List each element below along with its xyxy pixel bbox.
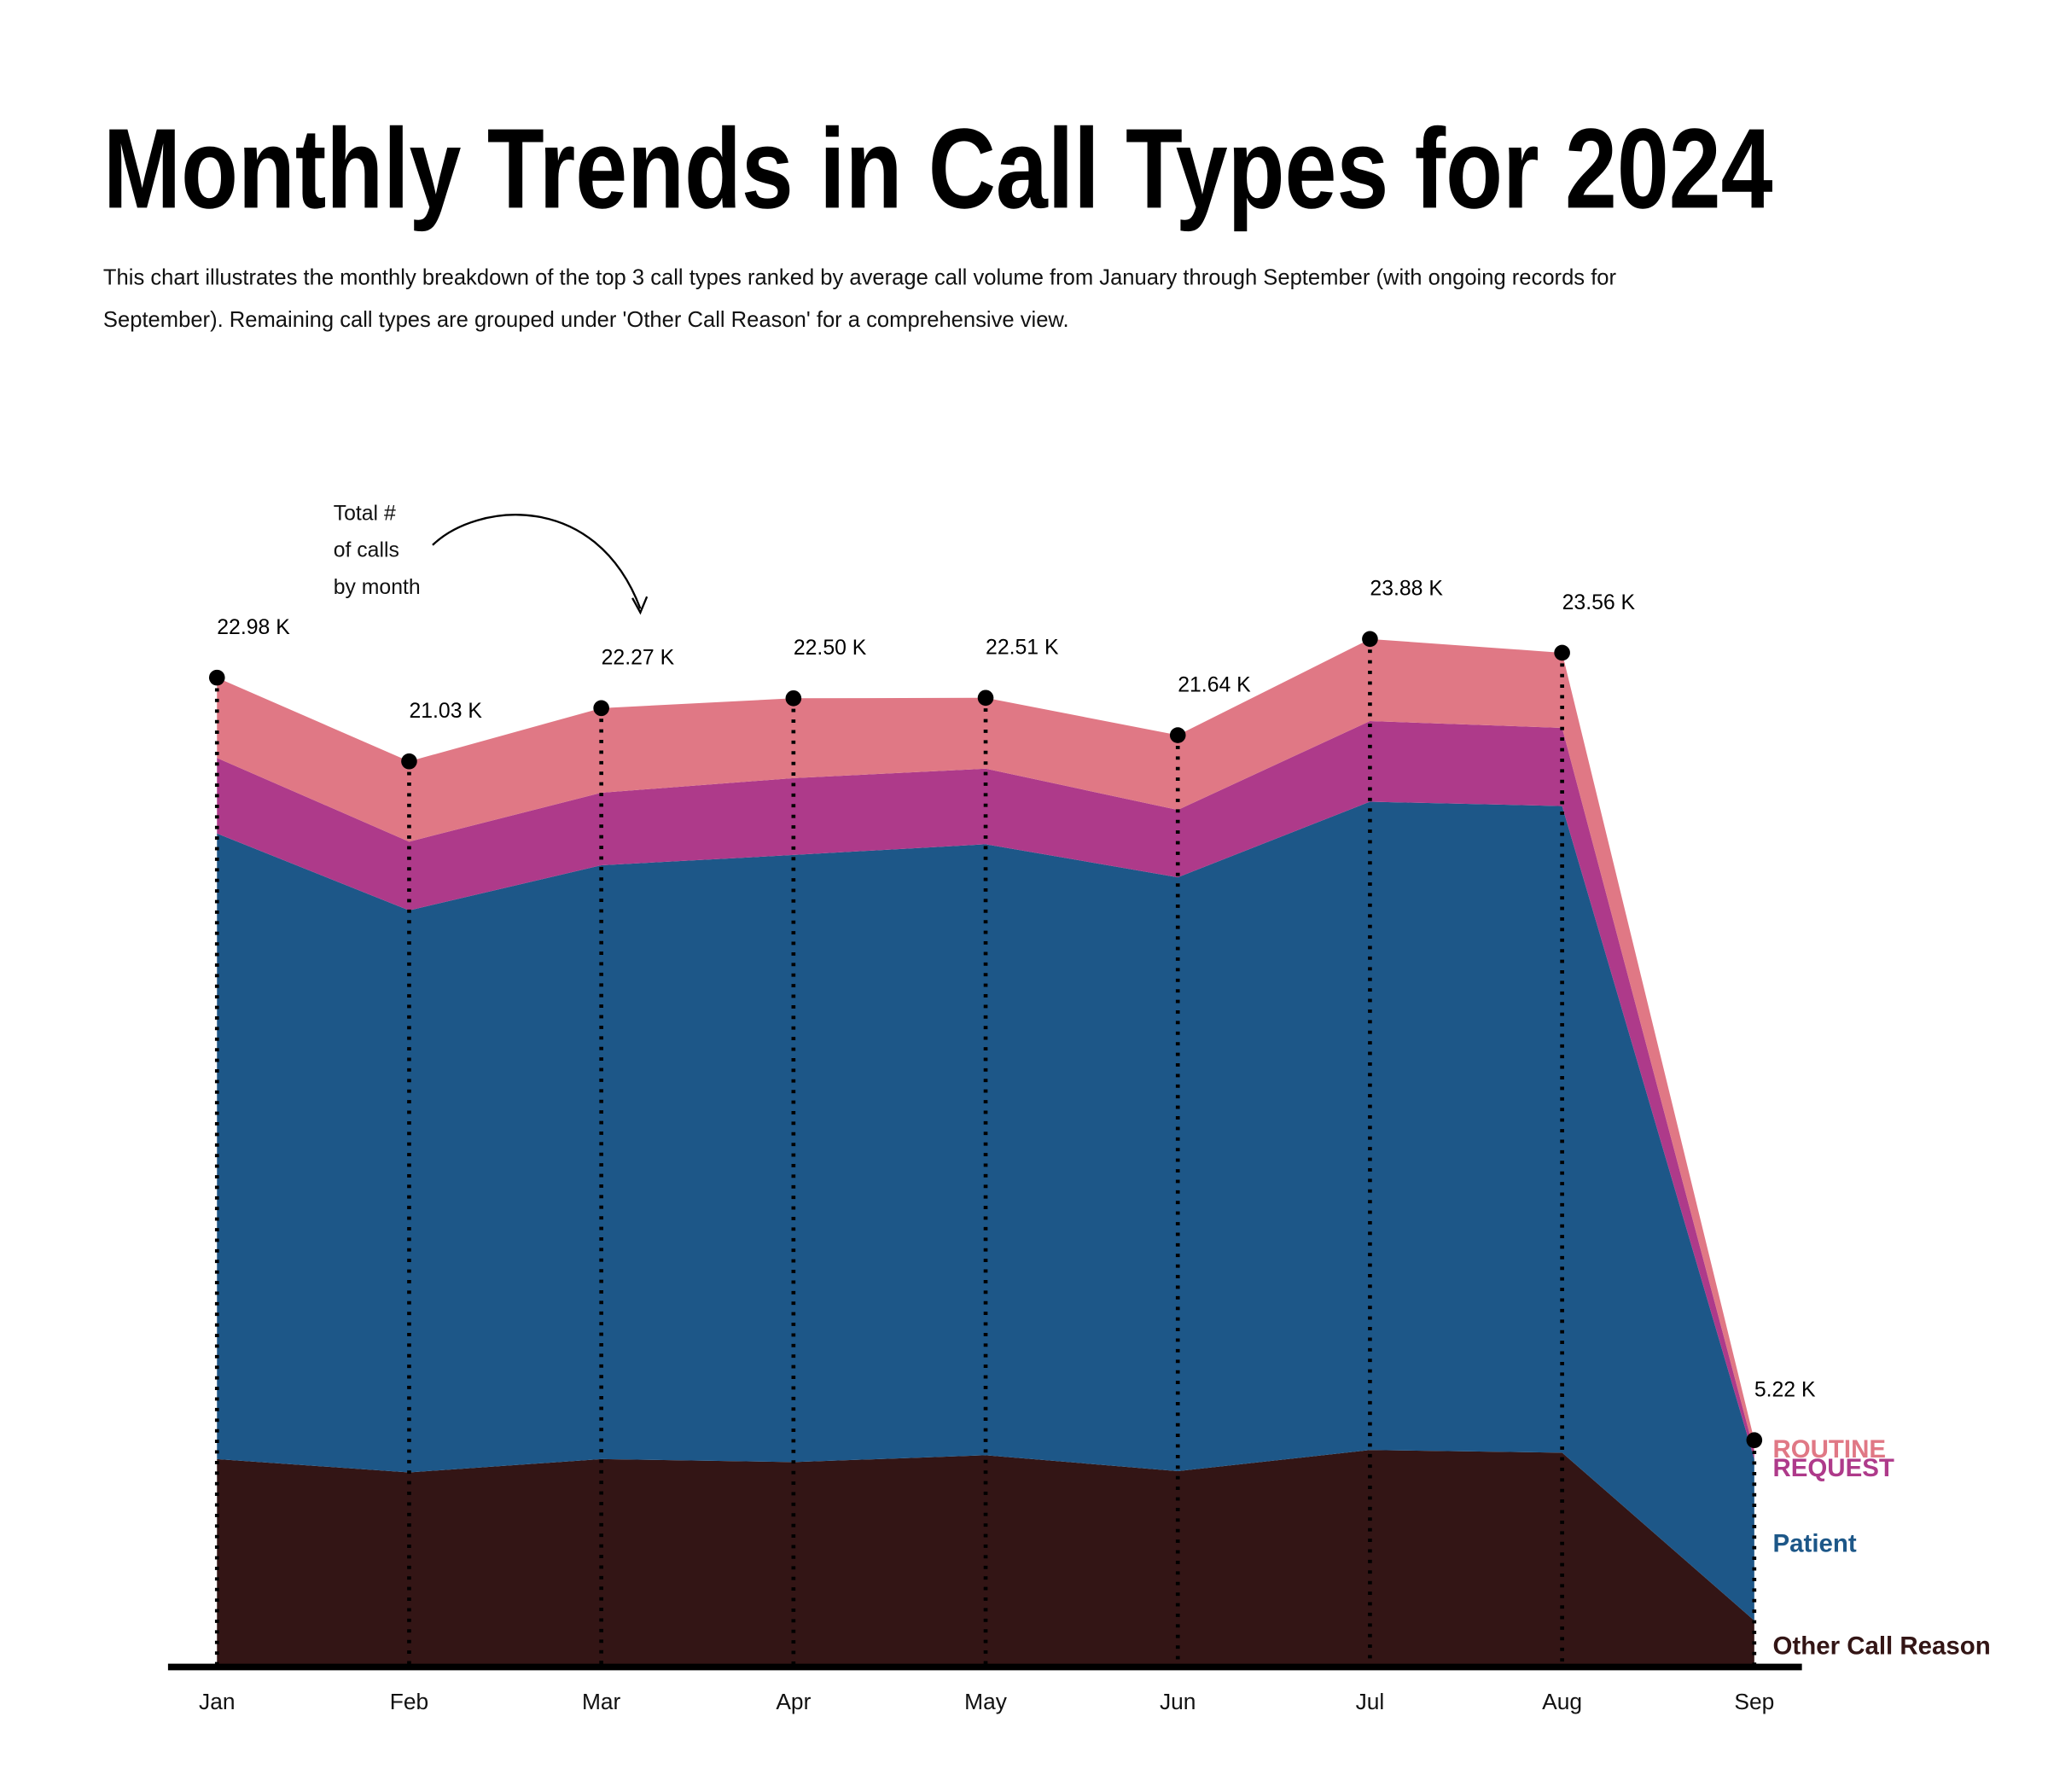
legend-label: Other Call Reason	[1773, 1632, 1991, 1661]
x-tick-label: Jun	[1160, 1689, 1196, 1714]
legend-label: Patient	[1773, 1529, 1857, 1557]
arrow-head	[631, 596, 649, 615]
total-dot	[1554, 644, 1570, 661]
total-label: 22.51 K	[986, 637, 1059, 660]
legend-label: ROUTINE	[1773, 1435, 1886, 1463]
total-dot	[593, 700, 609, 717]
x-tick-label: Feb	[390, 1689, 428, 1714]
total-dot	[401, 753, 417, 770]
annotation-line: by month	[334, 576, 421, 599]
total-label: 22.98 K	[217, 616, 290, 639]
chart-title: Monthly Trends in Call Types for 2024	[103, 105, 1773, 232]
x-tick-label: Jul	[1356, 1689, 1385, 1714]
annotation-arrow	[432, 514, 642, 609]
x-tick-label: Mar	[582, 1689, 621, 1714]
chart-subtitle: This chart illustrates the monthly break…	[102, 265, 1617, 333]
total-label: 23.56 K	[1562, 591, 1636, 614]
legend-label: REQUEST	[1773, 1454, 1894, 1482]
total-dot	[1169, 727, 1186, 743]
total-dot	[208, 669, 225, 686]
total-dot	[785, 689, 802, 707]
total-dot	[1746, 1432, 1763, 1449]
total-label: 21.03 K	[409, 700, 482, 723]
x-tick-label: Sep	[1734, 1689, 1774, 1714]
total-label: 23.88 K	[1370, 578, 1443, 601]
annotation-line: Total #	[334, 502, 396, 525]
total-label: 21.64 K	[1178, 673, 1251, 696]
annotation-line: of calls	[334, 539, 399, 562]
total-dot	[1362, 631, 1378, 648]
x-tick-label: Jan	[199, 1689, 235, 1714]
total-label: 22.50 K	[794, 637, 867, 660]
total-dot	[977, 689, 994, 707]
total-label: 22.27 K	[602, 647, 675, 670]
subtitle-box: This chart illustrates the monthly break…	[102, 265, 1617, 333]
total-label: 5.22 K	[1754, 1379, 1816, 1402]
x-tick-label: May	[964, 1689, 1008, 1714]
x-tick-label: Apr	[776, 1689, 811, 1714]
areas	[217, 638, 1754, 1665]
x-tick-label: Aug	[1542, 1689, 1582, 1714]
